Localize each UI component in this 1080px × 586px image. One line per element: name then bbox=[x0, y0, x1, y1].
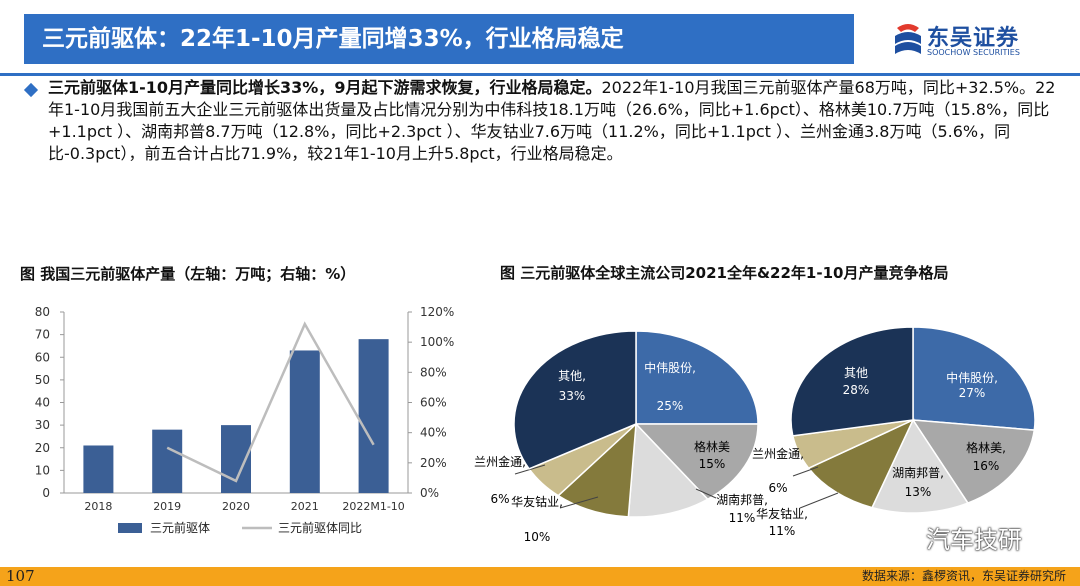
growth-line bbox=[166, 321, 375, 483]
pie-1-slice-value: 15% bbox=[699, 457, 726, 471]
right-axis-tick-label: 40% bbox=[420, 426, 447, 440]
bar-2018 bbox=[83, 445, 114, 493]
x-tick-label: 2021 bbox=[291, 500, 319, 513]
left-axis-tick-label: 0 bbox=[42, 486, 50, 500]
right-axis-tick-label: 120% bbox=[420, 305, 454, 319]
pie-1-slice-label: 中伟股份, bbox=[644, 360, 696, 375]
left-axis-tick-label: 40 bbox=[35, 396, 50, 410]
pie-2-slice-label: 华友钴业, bbox=[756, 506, 808, 521]
bar-chart-title: 图 我国三元前驱体产量（左轴：万吨；右轴：%） bbox=[20, 265, 356, 283]
legend-line-label: 三元前驱体同比 bbox=[278, 520, 362, 535]
bar-2022M1-10 bbox=[358, 339, 389, 493]
market-share-pie-charts: 中伟股份,25%格林美15%湖南邦普,11%华友钴业,10%兰州金通,6%其他,… bbox=[474, 326, 1036, 544]
x-tick-label: 2019 bbox=[153, 500, 181, 513]
x-tick-label: 2020 bbox=[222, 500, 250, 513]
x-tick-label: 2018 bbox=[84, 500, 112, 513]
header-rule bbox=[0, 73, 1080, 76]
left-axis-tick-label: 80 bbox=[35, 305, 50, 319]
wechat-icon bbox=[886, 526, 919, 552]
brand-mark-icon bbox=[895, 24, 921, 54]
summary-lead: 三元前驱体1-10月产量同比增长33%，9月起下游需求恢复，行业格局稳定。 bbox=[48, 78, 602, 97]
brand-name-en: SOOCHOW SECURITIES bbox=[927, 48, 1020, 57]
left-axis-tick-label: 60 bbox=[35, 350, 50, 364]
bar-2021 bbox=[289, 350, 320, 493]
pie-2-slice-value: 27% bbox=[959, 386, 986, 400]
pie-1-slice-label: 兰州金通, bbox=[474, 454, 526, 469]
pie-1-slice bbox=[635, 330, 759, 425]
pie-2-slice bbox=[911, 419, 1036, 504]
right-axis-tick-label: 80% bbox=[420, 365, 447, 379]
pie-1-leader-line bbox=[695, 488, 717, 499]
pie-2-leader-line bbox=[792, 466, 819, 477]
production-bar-chart: 0 10 20 30 40 50 60 70 80 0% 20% 40% 60% 80% 100% 120% 2… bbox=[35, 305, 455, 535]
pie-2-slice bbox=[790, 326, 914, 437]
pie-1-slice bbox=[627, 422, 709, 518]
legend-bar-label: 三元前驱体 bbox=[150, 520, 210, 535]
page-title: 三元前驱体：22年1-10月产量同增33%，行业格局稳定 bbox=[42, 26, 624, 52]
pie-chart-title: 图 三元前驱体全球主流公司2021全年&22年1-10月产量竞争格局 bbox=[500, 264, 949, 282]
pie-2-slice-label: 其他 bbox=[844, 366, 868, 380]
pie-1-slice-label: 华友钴业, bbox=[511, 494, 563, 509]
summary-body: 2022年1-10月我国三元前驱体产量68万吨，同比+32.5%。22年1-10… bbox=[48, 78, 1056, 163]
left-axis-tick-label: 70 bbox=[35, 328, 50, 342]
left-axis-tick-label: 20 bbox=[35, 441, 50, 455]
pie-2-slice bbox=[871, 418, 970, 514]
pie-2-slice-label: 中伟股份, bbox=[946, 370, 998, 385]
brand-logo: 东吴证券 SOOCHOW SECURITIES bbox=[893, 20, 1053, 64]
pie-2-slice-value: 6% bbox=[768, 481, 787, 495]
pie-2-slice-value: 28% bbox=[843, 383, 870, 397]
pie-2-slice-label: 兰州金通, bbox=[752, 446, 804, 461]
wechat-watermark: 汽车技研 bbox=[886, 524, 1066, 558]
watermark-text: 汽车技研 bbox=[926, 526, 1022, 554]
pie-1-slice bbox=[634, 423, 759, 501]
pie-1-slice-value: 10% bbox=[524, 530, 551, 544]
pie-2-slice-label: 格林美, bbox=[966, 440, 1006, 455]
pie-1-slice-value: 11% bbox=[729, 511, 756, 525]
left-axis-tick-label: 30 bbox=[35, 418, 50, 432]
title-bar: 三元前驱体：22年1-10月产量同增33%，行业格局稳定 bbox=[24, 14, 854, 64]
pie-2-slice-value: 11% bbox=[769, 524, 796, 538]
right-axis-tick-label: 20% bbox=[420, 456, 447, 470]
data-source: 数据来源：鑫椤资讯，东吴证券研究所 bbox=[861, 569, 1066, 583]
pie-2-slice-value: 13% bbox=[905, 485, 932, 499]
pie-2-slice-value: 16% bbox=[973, 459, 1000, 473]
right-axis-tick-label: 100% bbox=[420, 335, 454, 349]
pie-2-slice bbox=[912, 326, 1036, 431]
left-axis-tick-label: 10 bbox=[35, 463, 50, 477]
summary-paragraph: 三元前驱体1-10月产量同比增长33%，9月起下游需求恢复，行业格局稳定。202… bbox=[48, 77, 1068, 165]
pie-1-leader-line bbox=[559, 496, 599, 509]
pie-2-leader-line bbox=[799, 492, 839, 509]
pie-1-slice-value: 6% bbox=[490, 492, 509, 506]
legend-bar-swatch bbox=[118, 523, 142, 533]
pie-1-slice-label: 湖南邦普, bbox=[716, 492, 768, 507]
pie-1-leader-line bbox=[514, 464, 546, 475]
page-number: 107 bbox=[6, 567, 35, 585]
right-axis-tick-label: 60% bbox=[420, 396, 447, 410]
bar-2019 bbox=[152, 429, 183, 493]
pie-1-slice-label: 其他, bbox=[558, 369, 586, 383]
pie-2-slice-label: 湖南邦普, bbox=[892, 465, 944, 480]
pie-1-slice bbox=[513, 330, 637, 470]
left-axis-tick-label: 50 bbox=[35, 373, 50, 387]
pie-1-slice-value: 33% bbox=[559, 389, 586, 403]
brand-name: 东吴证券 bbox=[927, 26, 1020, 51]
right-axis-tick-label: 0% bbox=[420, 486, 439, 500]
x-tick-label: 2022M1-10 bbox=[342, 500, 404, 513]
footer-bar: 107 数据来源：鑫椤资讯，东吴证券研究所 bbox=[0, 567, 1080, 586]
pie-1-slice-value: 25% bbox=[657, 399, 684, 413]
pie-1-slice-label: 格林美 bbox=[694, 439, 730, 454]
pie-1-slice bbox=[557, 422, 637, 518]
